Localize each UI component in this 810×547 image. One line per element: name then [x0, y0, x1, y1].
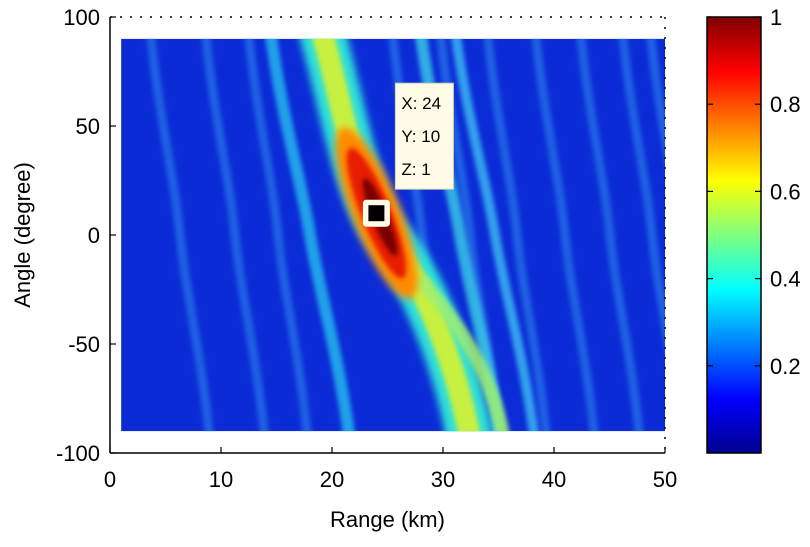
colorbar: 0.2 0.4 0.6 0.8 1 — [706, 5, 801, 454]
colorbar-ticks: 0.2 0.4 0.6 0.8 1 — [707, 5, 801, 379]
ridge-faint — [618, 38, 666, 349]
ridge-faint — [201, 38, 269, 432]
side-lobe — [415, 274, 510, 432]
y-tick-label: -50 — [68, 332, 100, 357]
x-tick-label: 10 — [209, 467, 233, 492]
x-tick-label: 30 — [431, 467, 455, 492]
data-tip-z: Z: 1 — [401, 160, 430, 179]
ridge-faint — [576, 38, 644, 432]
ridge-medium — [265, 38, 355, 432]
colorbar-tick-label: 0.2 — [770, 354, 801, 379]
colorbar-tick-label: 0.4 — [770, 267, 801, 292]
x-tick-label: 0 — [104, 467, 116, 492]
colorbar-tick-label: 0.8 — [770, 92, 801, 117]
data-tip-marker-core — [368, 205, 385, 222]
ridge-faint — [646, 38, 666, 164]
y-tick-label: 50 — [76, 114, 100, 139]
colorbar-tick-label: 1 — [770, 5, 782, 30]
ridge-faint — [531, 38, 599, 432]
data-tip-box — [394, 82, 454, 190]
x-tick-label: 50 — [653, 467, 677, 492]
y-tick-label: 100 — [63, 5, 100, 30]
x-tick-label: 20 — [320, 467, 344, 492]
y-axis-ticks: -100 -50 0 50 100 — [56, 5, 116, 466]
x-axis-ticks: 0 10 20 30 40 50 — [104, 447, 677, 492]
y-tick-label: -100 — [56, 441, 100, 466]
data-tip-x: X: 24 — [401, 94, 441, 113]
ridge-medium — [451, 38, 539, 432]
y-tick-label: 0 — [88, 223, 100, 248]
ridge-faint — [146, 38, 214, 432]
y-axis-label: Angle (degree) — [10, 162, 35, 308]
x-tick-label: 40 — [542, 467, 566, 492]
data-tip[interactable]: X: 24 Y: 10 Z: 1 — [362, 82, 454, 227]
colorbar-tick-label: 0.6 — [770, 179, 801, 204]
ridge-faint — [244, 38, 312, 432]
colorbar-gradient — [706, 16, 762, 454]
heatmap-surface — [121, 38, 666, 432]
x-axis-label: Range (km) — [330, 507, 445, 532]
data-tip-y: Y: 10 — [401, 127, 440, 146]
ridge-faint — [483, 38, 551, 432]
